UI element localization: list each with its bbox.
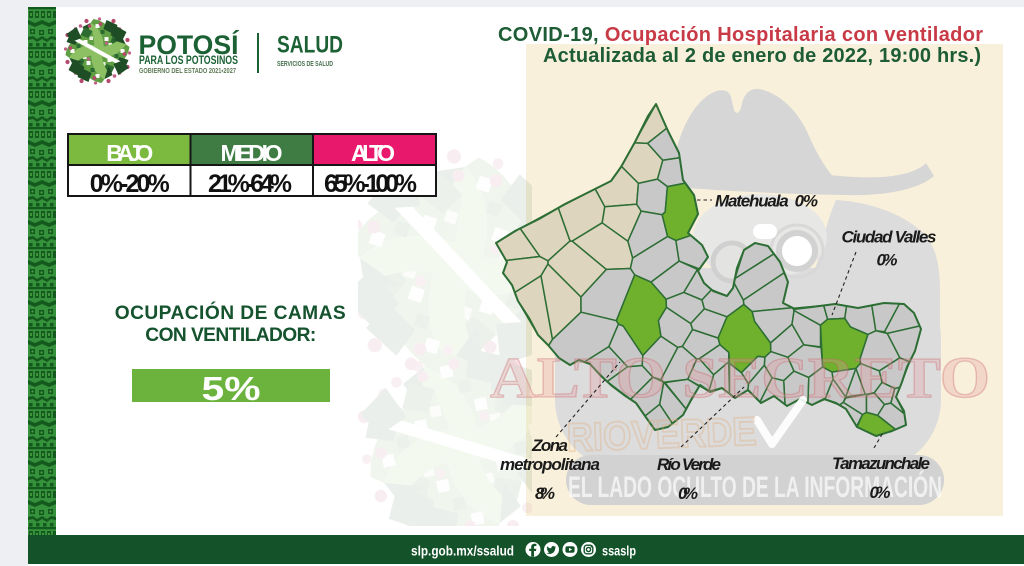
svg-text:SALUD: SALUD xyxy=(277,32,343,59)
svg-text:Tamazunchale: Tamazunchale xyxy=(832,454,930,473)
svg-text:EL LADO OCULTO DE LA INFORMACI: EL LADO OCULTO DE LA INFORMACIÓN xyxy=(568,470,942,504)
svg-text:5%: 5% xyxy=(202,370,261,407)
svg-text:0%: 0% xyxy=(870,483,891,502)
svg-text:ALTO SECRETO: ALTO SECRETO xyxy=(490,345,990,410)
svg-text:Zona: Zona xyxy=(531,436,568,455)
svg-text:MEDIO: MEDIO xyxy=(221,140,283,166)
svg-text:0%-20%: 0%-20% xyxy=(90,170,170,198)
svg-text:0%: 0% xyxy=(877,251,898,270)
svg-text:21%-64%: 21%-64% xyxy=(208,170,292,198)
svg-text:0%: 0% xyxy=(678,484,698,503)
svg-text:BAJO: BAJO xyxy=(106,140,153,166)
svg-text:ssaslp: ssaslp xyxy=(602,543,636,559)
svg-text:Matehuala 0%: Matehuala 0% xyxy=(715,192,818,211)
svg-text:ALTO: ALTO xyxy=(351,140,395,166)
svg-text:65%-100%: 65%-100% xyxy=(324,170,417,198)
svg-text:metropolitana: metropolitana xyxy=(500,455,600,474)
svg-text:8%: 8% xyxy=(535,484,555,503)
svg-text:slp.gob.mx/ssalud: slp.gob.mx/ssalud xyxy=(411,543,514,559)
svg-text:PARA LOS POTOSINOS: PARA LOS POTOSINOS xyxy=(139,55,238,67)
svg-text:Ciudad Valles: Ciudad Valles xyxy=(842,228,937,247)
svg-text:SERVICIOS DE SALUD: SERVICIOS DE SALUD xyxy=(277,59,333,68)
svg-text:GOBIERNO DEL ESTADO 2021▪2027: GOBIERNO DEL ESTADO 2021▪2027 xyxy=(139,68,236,75)
svg-text:CON VENTILADOR:: CON VENTILADOR: xyxy=(145,325,316,346)
svg-text:POTOSÍ: POTOSÍ xyxy=(139,29,240,60)
svg-text:OCUPACIÓN DE CAMAS: OCUPACIÓN DE CAMAS xyxy=(115,302,346,324)
svg-text:Río Verde: Río Verde xyxy=(657,455,721,474)
svg-text:RIOVERDE: RIOVERDE xyxy=(566,410,757,461)
